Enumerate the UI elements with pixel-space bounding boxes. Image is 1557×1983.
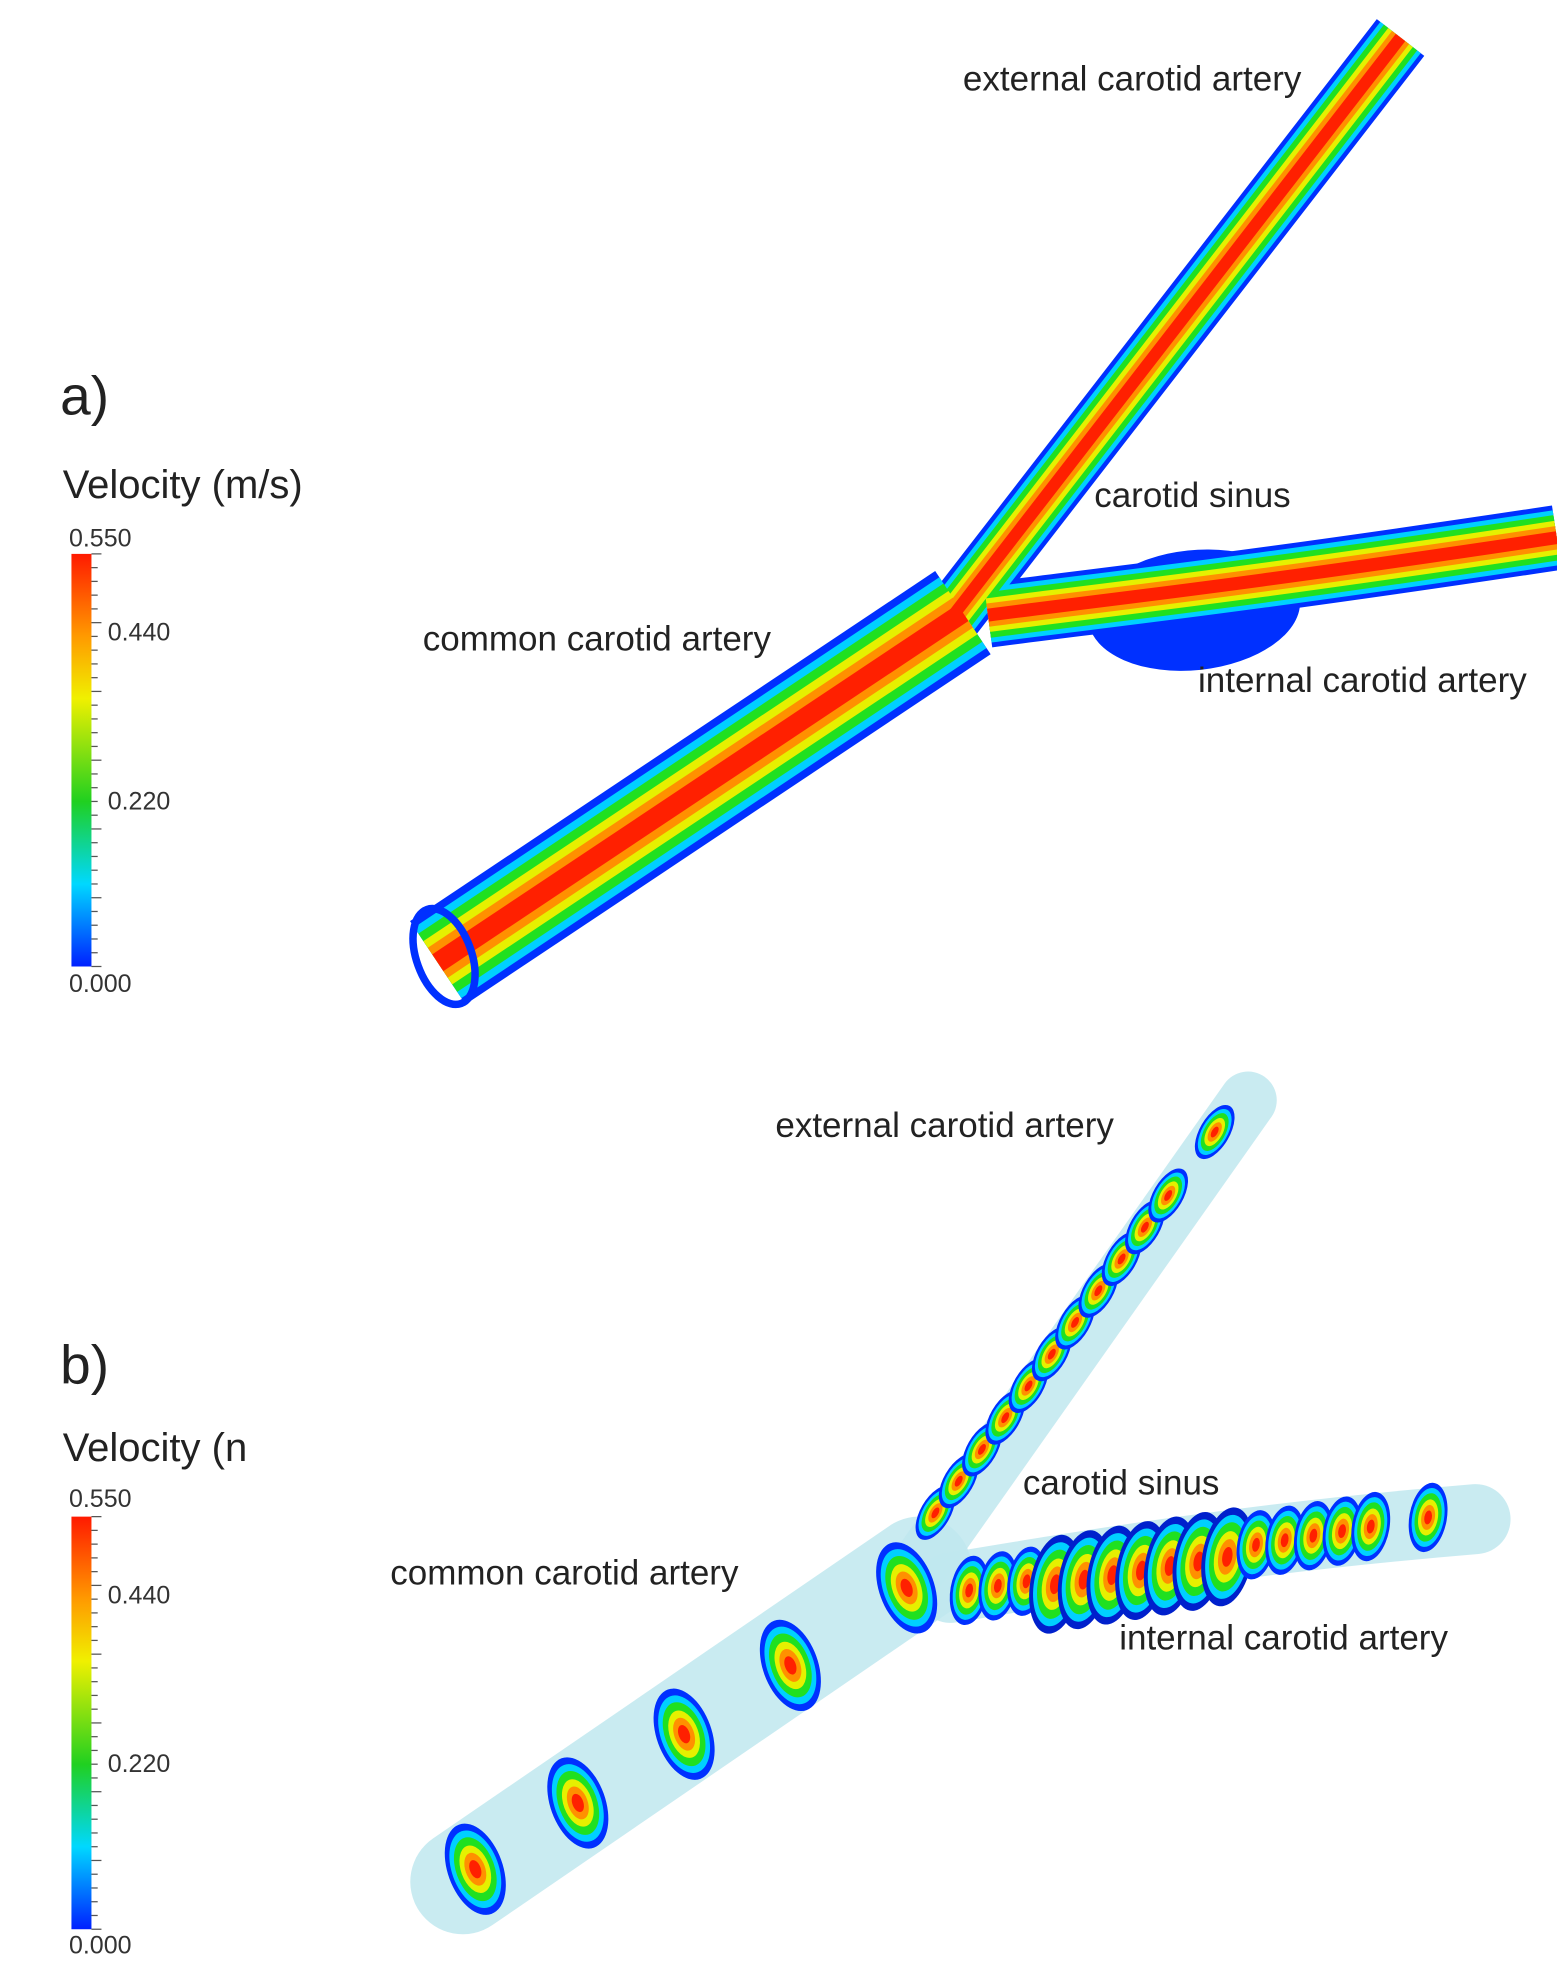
colorbar-tick: 0.550 — [69, 525, 132, 553]
annotation: carotid sinus — [1023, 1464, 1219, 1503]
colorbar — [71, 1517, 91, 1930]
colorbar-minor-ticks — [91, 1517, 101, 1930]
annotation: internal carotid artery — [1198, 661, 1527, 700]
colorbar-tick: 0.550 — [69, 1485, 132, 1513]
colorbar-title: Velocity (m/s) — [63, 463, 303, 507]
flow-layer — [438, 613, 963, 963]
figure: a) Velocity (m/s) 0.550 0.440 0.220 0.00… — [0, 0, 1557, 1978]
panel-label: a) — [60, 365, 109, 427]
colorbar-tick: 0.440 — [108, 1581, 171, 1609]
colorbar-tick: 0.440 — [108, 619, 171, 647]
colorbar-minor-ticks — [91, 554, 101, 967]
panel-label: b) — [60, 1334, 109, 1396]
colorbar — [71, 554, 91, 967]
annotation: external carotid artery — [775, 1106, 1114, 1145]
colorbar-tick: 0.220 — [108, 1750, 171, 1778]
velocity-surface — [401, 38, 1557, 1013]
colorbar-tick: 0.220 — [108, 787, 171, 815]
colorbar-tick: 0.000 — [69, 970, 132, 998]
annotation: common carotid artery — [423, 620, 772, 659]
colorbar-tick: 0.000 — [69, 1931, 132, 1959]
velocity-slices — [433, 1099, 1475, 1924]
colorbar-title: Velocity (n — [63, 1426, 248, 1470]
annotation: carotid sinus — [1094, 476, 1290, 515]
flow-layer — [950, 38, 1400, 619]
annotation: external carotid artery — [963, 60, 1302, 99]
annotation: common carotid artery — [390, 1554, 739, 1593]
annotation: internal carotid artery — [1119, 1619, 1448, 1658]
